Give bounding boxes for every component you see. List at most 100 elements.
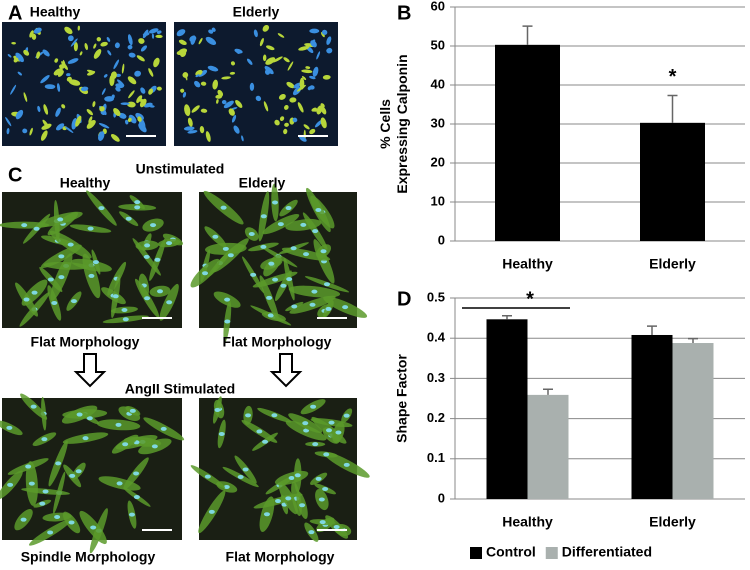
cell: [118, 112, 127, 119]
nucleus: [280, 283, 287, 288]
cell: [6, 127, 10, 135]
nucleus: [115, 422, 122, 427]
nucleus: [333, 524, 340, 529]
nucleus: [267, 313, 274, 318]
nucleus: [291, 304, 298, 309]
nucleus: [134, 200, 141, 205]
cell: [127, 44, 133, 50]
cell: [41, 123, 52, 130]
nucleus: [277, 222, 284, 227]
nucleus: [286, 277, 293, 282]
nucleus: [262, 439, 269, 444]
nucleus: [222, 246, 229, 251]
cell: [110, 71, 117, 79]
cell: [292, 117, 298, 123]
cell: [253, 29, 258, 38]
nucleus: [312, 442, 319, 447]
cell: [115, 83, 125, 89]
nucleus: [42, 489, 49, 494]
nucleus: [285, 496, 292, 501]
cell: [283, 128, 288, 135]
cell: [37, 105, 41, 113]
nucleus: [290, 246, 297, 251]
cell: [62, 59, 66, 67]
cell: [313, 107, 318, 112]
y-tick-label: 0: [438, 232, 445, 247]
nucleus: [33, 226, 40, 231]
cell: [7, 54, 12, 58]
image-caption: Elderly: [233, 4, 280, 20]
nucleus: [250, 272, 257, 277]
nucleus: [325, 428, 332, 433]
cell: [148, 68, 154, 77]
cell: [101, 88, 106, 95]
arrow: [269, 353, 303, 388]
y-tick-label: 20: [431, 154, 445, 169]
cell: [57, 70, 64, 77]
panel-label: C: [8, 164, 22, 186]
cell: [272, 56, 283, 63]
nucleus: [319, 520, 326, 525]
nucleus: [342, 305, 349, 310]
cell: [125, 119, 129, 125]
cell: [246, 58, 253, 65]
nucleus: [156, 289, 163, 294]
cell: [156, 86, 162, 91]
bar: [495, 44, 560, 241]
image-caption: Flat Morphology: [223, 334, 332, 350]
cell: [113, 59, 120, 70]
cell: [279, 116, 285, 121]
cell: [11, 42, 16, 45]
condition-label: Unstimulated: [136, 161, 225, 177]
cell: [284, 104, 289, 110]
nucleus: [23, 297, 30, 302]
x-tick-label: Healthy: [502, 256, 553, 272]
cell: [86, 70, 96, 76]
cell: [298, 46, 310, 51]
nucleus: [151, 444, 158, 449]
cell: [128, 90, 135, 99]
cell: [86, 119, 96, 129]
nucleus: [220, 205, 227, 210]
cell: [127, 117, 132, 123]
cell: [284, 122, 289, 127]
cell: [155, 34, 163, 39]
nucleus: [55, 461, 62, 466]
cell: [230, 61, 235, 66]
cell: [297, 102, 304, 113]
cell: [149, 105, 155, 108]
cell: [140, 87, 146, 94]
cell: [176, 29, 186, 37]
cell: [127, 76, 137, 85]
cell: [298, 135, 307, 142]
cell: [278, 94, 286, 100]
cell: [322, 74, 331, 80]
cell: [128, 52, 136, 58]
nucleus: [112, 294, 119, 299]
cell: [302, 76, 307, 81]
nucleus: [260, 244, 267, 249]
cell: [191, 105, 200, 113]
micrographs: [0, 22, 370, 554]
cell: [182, 91, 187, 98]
cell: [303, 124, 310, 130]
nucleus: [54, 515, 61, 520]
nucleus: [285, 206, 292, 211]
cell: [221, 99, 227, 105]
cell: [64, 126, 74, 133]
nucleus: [248, 232, 255, 237]
cell: [212, 79, 218, 90]
nucleus: [224, 319, 231, 324]
nucleus: [31, 290, 38, 295]
image-caption: Healthy: [30, 4, 81, 20]
nucleus: [134, 205, 141, 210]
nucleus: [223, 484, 230, 489]
nucleus: [299, 503, 306, 508]
nucleus: [266, 295, 273, 300]
cell: [326, 47, 333, 54]
cell: [195, 69, 203, 76]
y-tick-label: 0.3: [427, 370, 445, 385]
cell: [178, 48, 188, 55]
nucleus: [300, 222, 307, 227]
cell: [265, 57, 276, 65]
